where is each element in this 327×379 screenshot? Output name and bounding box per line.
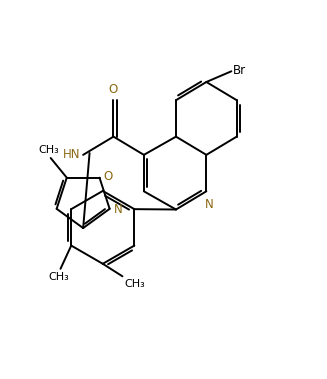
Text: CH₃: CH₃ [48, 272, 69, 282]
Text: O: O [109, 83, 118, 96]
Text: HN: HN [63, 148, 80, 161]
Text: N: N [114, 203, 123, 216]
Text: CH₃: CH₃ [124, 279, 145, 289]
Text: Br: Br [233, 64, 246, 77]
Text: N: N [205, 198, 214, 211]
Text: CH₃: CH₃ [39, 145, 59, 155]
Text: O: O [104, 171, 113, 183]
